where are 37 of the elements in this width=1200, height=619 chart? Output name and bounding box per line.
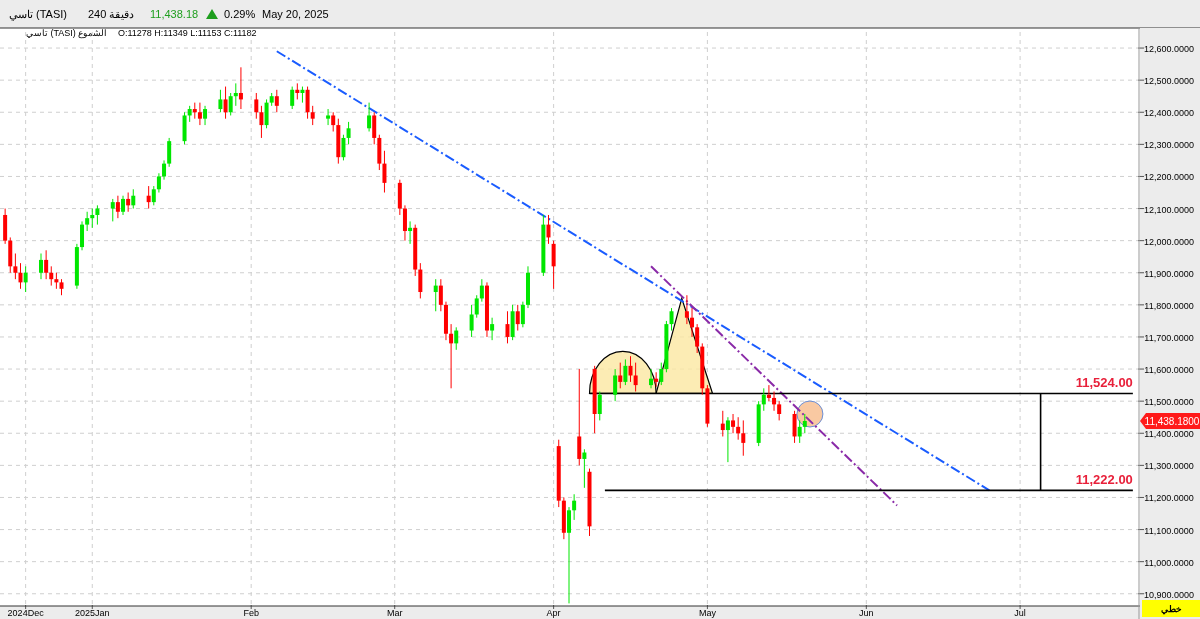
x-tick-label: Mar — [386, 608, 403, 618]
y-tick-label: 11,000.0000 — [1144, 557, 1194, 568]
text: 0.29% — [224, 8, 256, 20]
annotation: 11,524.00 — [1075, 375, 1133, 391]
annotation: O:11278 H:11349 L:11153 C:11182 — [118, 28, 257, 38]
x-tick-label: Jun — [859, 608, 874, 618]
x-tick-label: Apr — [546, 608, 561, 618]
y-tick-label: 12,100.0000 — [1143, 204, 1195, 215]
y-tick-label: 10,900.0000 — [1143, 589, 1195, 600]
x-tick-label: 2024Dec — [7, 608, 45, 618]
chart-title: تاسي (TASI) — [9, 8, 68, 21]
x-tick-label: 2025Jan — [75, 608, 110, 618]
annotation: 11,222.00 — [1075, 472, 1133, 488]
chart-subtitle: 240 دقيقة — [88, 8, 135, 20]
y-tick-label: 11,200.0000 — [1144, 493, 1194, 504]
text: خطي — [1160, 604, 1182, 615]
text: 11,438.1800 — [1144, 416, 1200, 427]
text: 11,438.18 — [150, 8, 199, 20]
x-tick-label: Jul — [1014, 608, 1026, 618]
y-tick-label: 12,200.0000 — [1143, 172, 1195, 183]
y-tick-label: 11,800.0000 — [1144, 300, 1194, 311]
y-tick-label: 11,300.0000 — [1144, 461, 1194, 472]
y-tick-label: 11,100.0000 — [1144, 525, 1194, 536]
y-tick-label: 11,900.0000 — [1144, 268, 1194, 279]
y-tick-label: 11,500.0000 — [1144, 397, 1194, 408]
y-tick-label: 12,400.0000 — [1143, 108, 1195, 119]
y-tick-label: 12,600.0000 — [1143, 44, 1195, 55]
y-tick-label: 12,500.0000 — [1143, 76, 1195, 87]
annotation: تاسي (TASI) الشموع — [26, 28, 108, 39]
y-tick-label: 12,000.0000 — [1143, 236, 1195, 247]
x-tick-label: Feb — [243, 608, 259, 618]
y-tick-label: 11,700.0000 — [1144, 332, 1194, 343]
x-tick-label: May — [698, 608, 717, 618]
text: May 20, 2025 — [262, 8, 329, 20]
y-tick-label: 11,400.0000 — [1144, 429, 1194, 440]
y-tick-label: 12,300.0000 — [1143, 140, 1195, 151]
y-tick-label: 11,600.0000 — [1144, 365, 1194, 376]
